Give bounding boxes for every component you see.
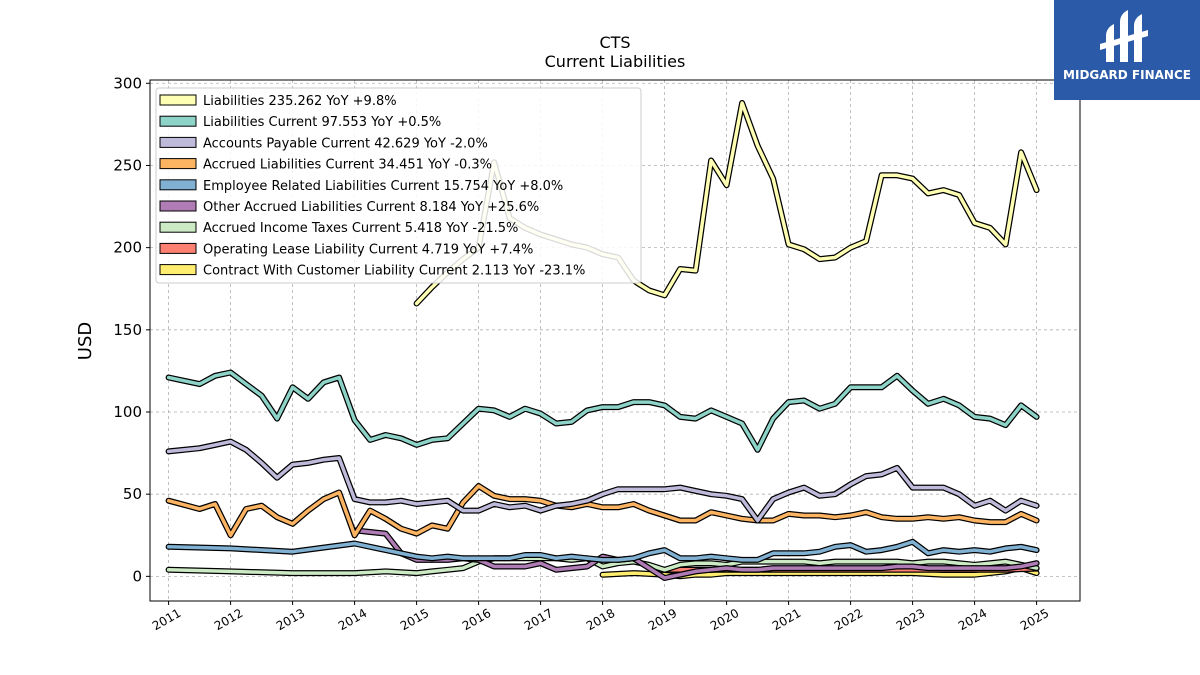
y-tick-label: 150 [113, 321, 142, 339]
legend-swatch [159, 242, 197, 254]
legend-label: Contract With Customer Liability Current… [203, 264, 585, 279]
y-tick-label: 200 [113, 239, 142, 257]
legend-label: Operating Lease Liability Current 4.719 … [203, 242, 533, 257]
x-tick-label: 2013 [274, 606, 307, 633]
series-line [166, 439, 1039, 523]
legend-swatch [159, 158, 197, 170]
x-tick-label: 2021 [770, 606, 803, 633]
legend-swatch [159, 264, 197, 276]
chart-title: CTS [599, 33, 630, 52]
legend-label: Employee Related Liabilities Current 15.… [203, 179, 563, 194]
x-tick-label: 2011 [150, 606, 183, 633]
x-tick-label: 2014 [336, 606, 369, 633]
legend-label: Other Accrued Liabilities Current 8.184 … [203, 200, 539, 215]
series-accounts-payable-current [165, 438, 1040, 524]
logo-text: MIDGARD FINANCE [1063, 68, 1191, 82]
series-accrued-income-taxes-current [165, 555, 1040, 577]
legend-swatch [159, 221, 197, 233]
legend-swatch [159, 94, 197, 106]
y-tick-label: 50 [123, 485, 142, 503]
series-accrued-liabilities-current [165, 483, 1040, 539]
logo-mark-icon [1100, 10, 1148, 62]
series-lines [165, 100, 1040, 581]
legend-swatch [159, 115, 197, 127]
y-tick-label: 100 [113, 403, 142, 421]
x-tick-label: 2017 [522, 606, 555, 633]
series-employee-related-liabilities-current [165, 538, 1040, 563]
x-axis: 2011 2012 2013 2014 2015 2016 2017 2018 2019 2020… [150, 601, 1051, 633]
x-tick-label: 2012 [212, 606, 245, 633]
chart-subtitle: Current Liabilities [545, 52, 686, 71]
legend-label: Accrued Liabilities Current 34.451 YoY -… [203, 158, 492, 173]
x-tick-label: 2018 [584, 606, 617, 633]
y-tick-label: 250 [113, 156, 142, 174]
plot-frame [149, 79, 1081, 602]
legend-label: Liabilities Current 97.553 YoY +0.5% [203, 115, 441, 130]
x-tick-label: 2024 [956, 606, 989, 633]
legend: Liabilities 235.262 YoY +9.8% Liabilities… [155, 87, 642, 284]
y-axis-label: USD [75, 322, 96, 360]
legend-label: Accounts Payable Current 42.629 YoY -2.0… [203, 136, 488, 151]
legend-box [155, 87, 642, 284]
y-tick-label: 0 [132, 567, 142, 585]
series-line [166, 370, 1039, 452]
x-tick-label: 2022 [832, 606, 865, 633]
series-line [166, 484, 1039, 538]
y-tick-label: 300 [113, 74, 142, 92]
brand-logo: MIDGARD FINANCE [1054, 0, 1200, 100]
y-axis: 0 50 100 150 200 250 300 [113, 74, 150, 585]
legend-swatch [159, 136, 197, 148]
x-tick-label: 2015 [398, 606, 431, 633]
x-tick-label: 2025 [1018, 606, 1051, 633]
legend-swatch [159, 200, 197, 212]
x-tick-label: 2023 [894, 606, 927, 633]
legend-label: Accrued Income Taxes Current 5.418 YoY -… [203, 221, 518, 236]
series-line [166, 540, 1039, 562]
series-liabilities-current [165, 369, 1040, 453]
x-tick-label: 2019 [646, 606, 679, 633]
legend-swatch [159, 179, 197, 191]
series-line [166, 556, 1039, 575]
legend-label: Liabilities 235.262 YoY +9.8% [203, 94, 397, 109]
x-tick-label: 2016 [460, 606, 493, 633]
x-tick-label: 2020 [708, 606, 741, 633]
